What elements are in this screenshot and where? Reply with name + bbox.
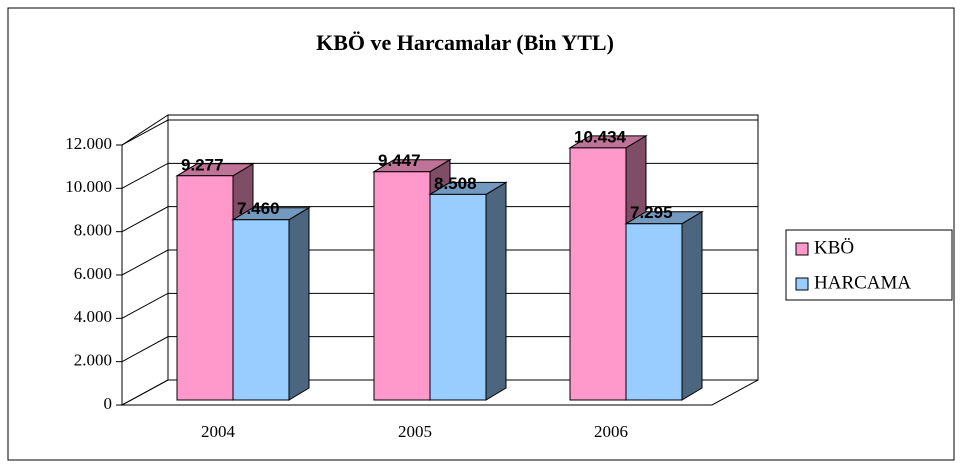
bar-front xyxy=(569,147,627,401)
y-tick-label: 2.000 xyxy=(74,351,112,370)
bar-side xyxy=(485,181,507,401)
y-tick-label: 12.000 xyxy=(65,134,112,153)
bar-front xyxy=(176,175,234,401)
value-label: 7.460 xyxy=(237,199,280,218)
chart-title: KBÖ ve Harcamalar (Bin YTL) xyxy=(316,30,614,55)
bar-side xyxy=(681,210,703,401)
value-label: 7.295 xyxy=(630,203,673,222)
bar-front xyxy=(373,171,431,401)
legend-label: KBÖ xyxy=(814,237,854,258)
x-tick-label: 2005 xyxy=(398,422,432,441)
x-tick-label: 2004 xyxy=(201,422,236,441)
value-label: 9.277 xyxy=(181,155,224,174)
legend-swatch xyxy=(795,277,809,291)
grid-line xyxy=(121,292,758,319)
y-tick-label: 6.000 xyxy=(74,264,112,283)
value-label: 8.508 xyxy=(434,174,477,193)
y-tick-label: 10.000 xyxy=(65,177,112,196)
bar xyxy=(231,206,311,401)
value-label: 10.434 xyxy=(574,127,627,146)
x-tick-label: 2006 xyxy=(594,422,628,441)
grid-line xyxy=(121,336,758,363)
bar xyxy=(428,181,508,401)
bar-front xyxy=(429,193,487,401)
legend-box xyxy=(785,229,953,301)
grid-line xyxy=(121,206,758,233)
bar-side xyxy=(288,206,310,401)
grid-line xyxy=(121,249,758,276)
floor xyxy=(121,379,759,406)
y-tick-label: 4.000 xyxy=(74,307,112,326)
grid-line xyxy=(121,119,758,146)
bar xyxy=(624,210,704,401)
legend-label: HARCAMA xyxy=(814,272,911,293)
y-tick-label: 8.000 xyxy=(74,221,112,240)
bar-front xyxy=(625,223,683,401)
bar-front xyxy=(232,219,290,401)
y-tick-label: 0 xyxy=(104,394,113,413)
value-label: 9.447 xyxy=(378,151,421,170)
legend-swatch xyxy=(795,242,809,256)
grid-line xyxy=(121,162,758,189)
